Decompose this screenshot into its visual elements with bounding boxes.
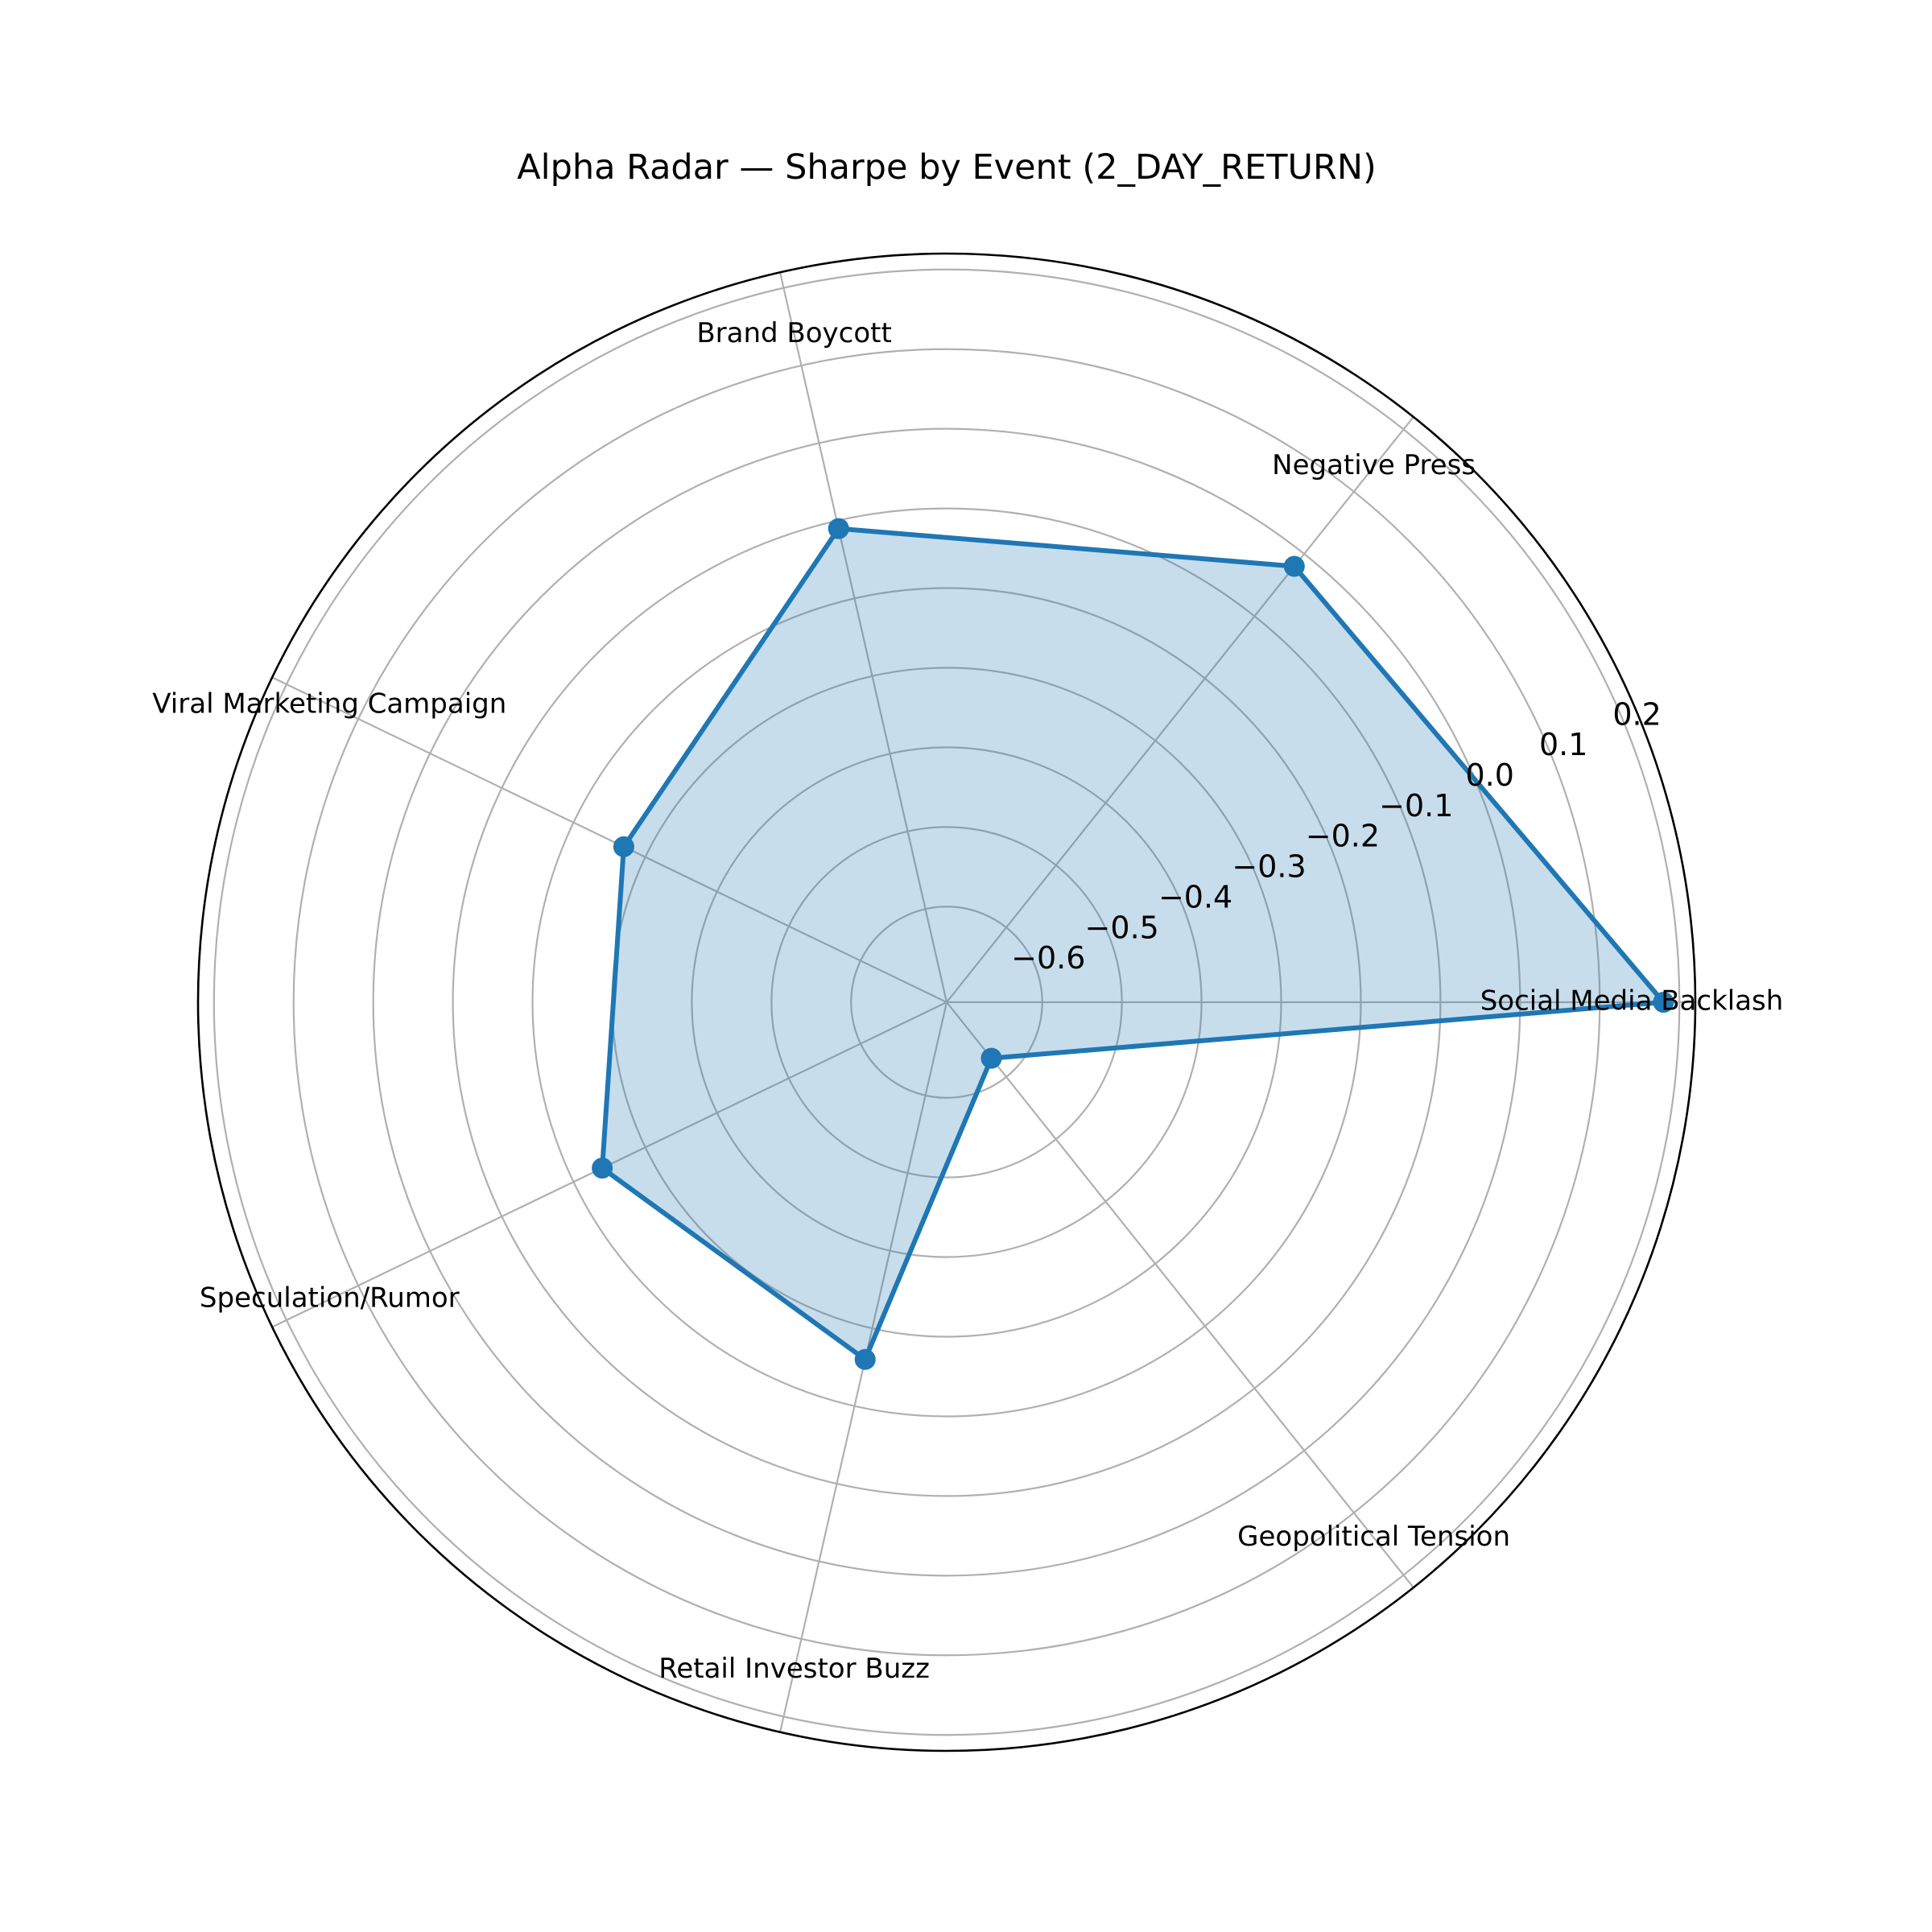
- r-tick-label-1: −0.5: [1085, 910, 1159, 945]
- data-point-3: [613, 836, 634, 857]
- category-label-6: Geopolitical Tension: [1237, 1521, 1510, 1553]
- category-label-1: Negative Press: [1272, 449, 1476, 481]
- grid-spoke-1: [946, 416, 1414, 1003]
- data-point-5: [854, 1348, 876, 1370]
- r-tick-label-8: 0.2: [1612, 696, 1661, 732]
- r-tick-label-5: −0.1: [1379, 788, 1453, 824]
- chart-title: Alpha Radar — Sharpe by Event (2_DAY_RET…: [517, 147, 1377, 188]
- category-label-2: Brand Boycott: [696, 317, 891, 349]
- data-point-1: [1283, 555, 1305, 577]
- r-tick-label-7: 0.1: [1539, 727, 1587, 762]
- data-point-0: [1653, 992, 1674, 1013]
- r-tick-label-2: −0.4: [1158, 880, 1232, 915]
- r-tick-label-0: −0.6: [1011, 940, 1085, 976]
- category-label-0: Social Media Backlash: [1480, 985, 1784, 1018]
- r-tick-label-6: 0.0: [1465, 758, 1513, 793]
- data-point-2: [828, 518, 849, 539]
- r-tick-label-3: −0.3: [1232, 849, 1306, 885]
- grid-spoke-2: [778, 272, 948, 1003]
- label-layer: Social Media Backlash Negative Press Brand…: [152, 317, 1783, 1685]
- series-line: [600, 526, 1666, 1362]
- r-tick-label-4: −0.2: [1306, 819, 1380, 854]
- series-layer: [592, 518, 1674, 1370]
- data-point-6: [980, 1047, 1002, 1069]
- category-label-5: Retail Investor Buzz: [658, 1653, 930, 1685]
- category-label-4: Speculation/Rumor: [200, 1282, 460, 1315]
- grid-spoke-6: [946, 1001, 1414, 1588]
- category-label-3: Viral Marketing Campaign: [152, 687, 506, 720]
- grid-spoke-3: [271, 676, 947, 1003]
- series-area: [602, 528, 1664, 1360]
- polar-frame: [196, 252, 1697, 1752]
- data-point-4: [592, 1158, 613, 1179]
